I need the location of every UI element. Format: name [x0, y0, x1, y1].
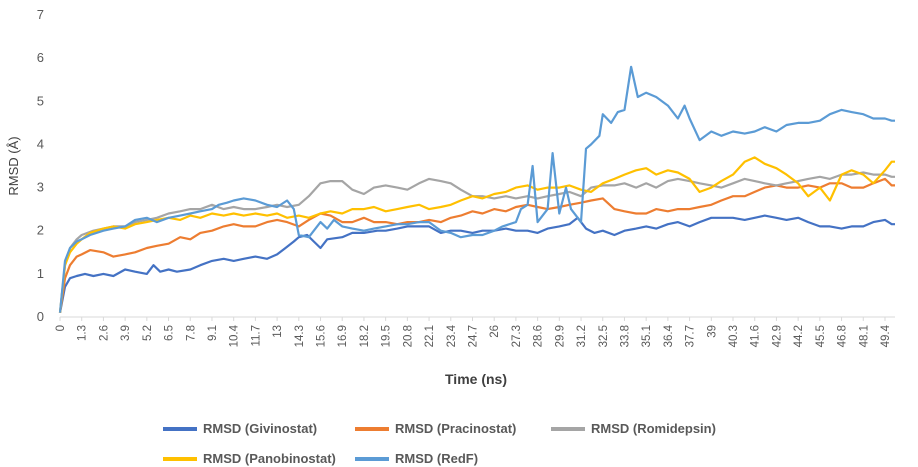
x-tick-label: 35.1 — [641, 325, 653, 347]
legend-swatch — [163, 426, 197, 431]
legend-swatch — [163, 456, 197, 461]
x-tick-label: 32.5 — [598, 325, 610, 347]
legend-label: RMSD (Romidepsin) — [591, 421, 716, 436]
x-tick-label: 44.2 — [793, 325, 805, 347]
x-tick-label: 24.7 — [467, 325, 479, 347]
x-tick-label: 3.9 — [120, 325, 132, 341]
x-tick-label: 2.6 — [98, 325, 110, 341]
x-tick-label: 1.3 — [77, 325, 89, 341]
y-tick-label: 6 — [37, 50, 44, 65]
x-tick-label: 19.5 — [381, 325, 393, 347]
x-tick-label: 11.7 — [250, 325, 262, 347]
legend-item[interactable]: RMSD (Panobinostat) — [163, 451, 336, 466]
series-line-rmsd-redf — [58, 65, 895, 313]
x-tick-label: 9.1 — [207, 325, 219, 341]
x-tick-label: 31.2 — [576, 325, 588, 347]
y-tick-label: 4 — [37, 136, 44, 151]
x-tick-label: 46.8 — [837, 325, 849, 347]
y-tick-label: 2 — [37, 223, 44, 238]
x-tick-label: 23.4 — [446, 324, 458, 347]
x-tick-label: 28.6 — [533, 325, 545, 347]
x-tick-label: 49.4 — [880, 324, 892, 347]
legend-item[interactable]: RMSD (Romidepsin) — [551, 421, 716, 436]
x-tick-label: 39 — [706, 325, 718, 338]
x-tick-label: 29.9 — [554, 325, 566, 347]
x-tick-label: 26 — [489, 325, 501, 338]
x-tick-label: 13 — [272, 325, 284, 338]
x-tick-label: 36.4 — [663, 324, 675, 347]
x-axis-title: Time (ns) — [445, 371, 507, 387]
series-line-rmsd-givinostat — [58, 214, 895, 313]
x-tick-label: 5.2 — [142, 325, 154, 341]
x-tick-label: 45.5 — [815, 325, 827, 347]
x-tick-label: 33.8 — [619, 325, 631, 347]
x-tick-label: 7.8 — [185, 325, 197, 341]
x-tick-label: 18.2 — [359, 325, 371, 347]
y-axis-ticks: 0 1 2 3 4 5 6 7 — [37, 7, 44, 324]
series-line-rmsd-panobinostat — [58, 156, 895, 313]
legend-item[interactable]: RMSD (RedF) — [355, 451, 478, 466]
series-line-rmsd-romidepsin — [58, 171, 895, 313]
y-tick-label: 7 — [37, 7, 44, 22]
series-line-rmsd-pracinostat — [58, 177, 895, 313]
legend-label: RMSD (RedF) — [395, 451, 479, 466]
x-tick-label: 0 — [55, 325, 67, 331]
y-tick-label: 0 — [37, 309, 44, 324]
legend-swatch — [355, 456, 389, 461]
legend-label: RMSD (Panobinostat) — [203, 451, 336, 466]
x-tick-label: 37.7 — [685, 325, 697, 347]
x-tick-label: 15.6 — [316, 325, 328, 347]
legend-label: RMSD (Givinostat) — [203, 421, 318, 436]
x-tick-label: 27.3 — [511, 325, 523, 347]
y-tick-label: 1 — [37, 266, 44, 281]
legend-item[interactable]: RMSD (Pracinostat) — [355, 421, 516, 436]
legend-item[interactable]: RMSD (Givinostat) — [163, 421, 317, 436]
x-tick-label: 48.1 — [858, 325, 870, 347]
legend-label: RMSD (Pracinostat) — [395, 421, 517, 436]
legend-swatch — [355, 426, 389, 431]
x-tick-label: 40.3 — [728, 325, 740, 347]
x-axis-ticks: 0 1.3 2.6 3.9 5.2 6.5 7.8 9.1 10.4 11.7 13 14.3 15.6… — [55, 317, 892, 347]
legend-swatch — [551, 426, 585, 431]
x-tick-label: 14.3 — [294, 325, 306, 347]
x-tick-label: 10.4 — [229, 324, 241, 347]
y-tick-label: 5 — [37, 93, 44, 108]
x-tick-label: 6.5 — [164, 325, 176, 341]
x-tick-label: 42.9 — [771, 325, 783, 347]
x-tick-label: 22.1 — [424, 325, 436, 347]
y-axis-title: RMSD (Å) — [6, 136, 21, 195]
x-tick-label: 41.6 — [750, 325, 762, 347]
x-tick-label: 16.9 — [337, 325, 349, 347]
series-lines — [58, 65, 895, 313]
x-tick-label: 20.8 — [402, 325, 414, 347]
y-tick-label: 3 — [37, 180, 44, 195]
